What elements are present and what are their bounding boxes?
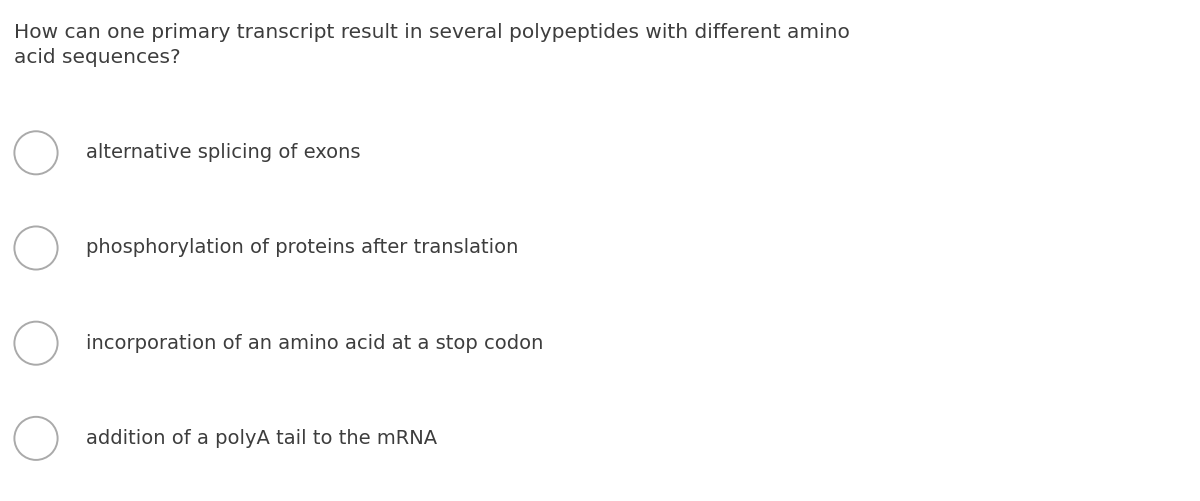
Text: phosphorylation of proteins after translation: phosphorylation of proteins after transl… (86, 238, 518, 258)
Text: alternative splicing of exons: alternative splicing of exons (86, 143, 361, 162)
Text: addition of a polyA tail to the mRNA: addition of a polyA tail to the mRNA (86, 429, 438, 448)
Text: How can one primary transcript result in several polypeptides with different ami: How can one primary transcript result in… (14, 23, 851, 67)
Text: incorporation of an amino acid at a stop codon: incorporation of an amino acid at a stop… (86, 334, 544, 353)
